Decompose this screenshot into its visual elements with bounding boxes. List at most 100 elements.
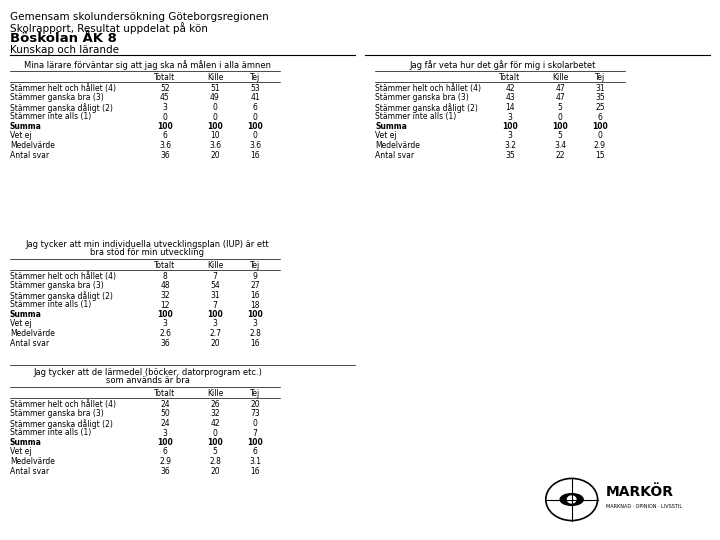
Text: 5: 5 [557, 132, 562, 140]
Text: 35: 35 [595, 93, 605, 103]
Text: 8: 8 [163, 272, 167, 281]
Text: 3: 3 [163, 320, 168, 328]
Text: 20: 20 [210, 339, 220, 348]
Text: 100: 100 [592, 122, 608, 131]
Text: 6: 6 [253, 448, 258, 456]
Text: Stämmer ganska dåligt (2): Stämmer ganska dåligt (2) [10, 419, 113, 429]
Text: Summa: Summa [375, 122, 407, 131]
Text: 0: 0 [163, 112, 168, 122]
Text: Stämmer inte alls (1): Stämmer inte alls (1) [10, 112, 91, 122]
Text: 100: 100 [552, 122, 568, 131]
Text: Stämmer helt och hållet (4): Stämmer helt och hållet (4) [10, 84, 116, 93]
Text: 20: 20 [210, 151, 220, 159]
Text: 52: 52 [160, 84, 170, 93]
Text: 100: 100 [247, 310, 263, 319]
Text: 3: 3 [508, 132, 513, 140]
Text: 2.9: 2.9 [159, 457, 171, 466]
Text: Stämmer ganska dåligt (2): Stämmer ganska dåligt (2) [375, 103, 478, 113]
Text: Medelvärde: Medelvärde [10, 329, 55, 338]
Text: 16: 16 [250, 291, 260, 300]
Text: 100: 100 [502, 122, 518, 131]
Text: Vet ej: Vet ej [10, 132, 32, 140]
Text: Antal svar: Antal svar [10, 339, 49, 348]
Text: 35: 35 [505, 151, 515, 159]
Text: Kille: Kille [552, 73, 568, 82]
Text: Kunskap och lärande: Kunskap och lärande [10, 45, 119, 55]
Text: Vet ej: Vet ej [375, 132, 397, 140]
Text: 16: 16 [250, 151, 260, 159]
Text: Totalt: Totalt [154, 389, 176, 398]
Text: Stämmer inte alls (1): Stämmer inte alls (1) [375, 112, 456, 122]
Text: 36: 36 [160, 151, 170, 159]
Text: 9: 9 [253, 272, 258, 281]
Text: 18: 18 [251, 300, 260, 309]
Text: 24: 24 [160, 400, 170, 409]
Text: Kille: Kille [207, 261, 223, 270]
Text: Stämmer ganska bra (3): Stämmer ganska bra (3) [10, 93, 104, 103]
Text: 24: 24 [160, 419, 170, 428]
Text: Mina lärare förväntar sig att jag ska nå målen i alla ämnen: Mina lärare förväntar sig att jag ska nå… [24, 60, 271, 70]
Text: Tej: Tej [250, 73, 260, 82]
Text: 31: 31 [210, 291, 220, 300]
Text: 2.9: 2.9 [594, 141, 606, 150]
Text: 0: 0 [253, 419, 258, 428]
Text: 12: 12 [161, 300, 170, 309]
Text: 0: 0 [253, 112, 258, 122]
Text: 3: 3 [212, 320, 217, 328]
Text: 15: 15 [595, 151, 605, 159]
Circle shape [567, 496, 576, 503]
Text: Stämmer ganska dåligt (2): Stämmer ganska dåligt (2) [10, 103, 113, 113]
Text: 100: 100 [157, 310, 173, 319]
Text: 100: 100 [247, 122, 263, 131]
Text: 51: 51 [210, 84, 220, 93]
Text: 43: 43 [505, 93, 515, 103]
Text: Vet ej: Vet ej [10, 320, 32, 328]
Text: Medelvärde: Medelvärde [375, 141, 420, 150]
Text: Stämmer helt och hållet (4): Stämmer helt och hållet (4) [10, 272, 116, 281]
Text: Gemensam skolundersökning Göteborgsregionen: Gemensam skolundersökning Göteborgsregio… [10, 12, 269, 22]
Text: 100: 100 [207, 438, 223, 447]
Text: 32: 32 [160, 291, 170, 300]
Text: Stämmer ganska bra (3): Stämmer ganska bra (3) [10, 281, 104, 291]
Text: 2.8: 2.8 [209, 457, 221, 466]
Text: Antal svar: Antal svar [375, 151, 414, 159]
Text: 0: 0 [557, 112, 562, 122]
Text: 3: 3 [163, 103, 168, 112]
Text: Totalt: Totalt [500, 73, 521, 82]
Text: 42: 42 [505, 84, 515, 93]
Text: 2.6: 2.6 [159, 329, 171, 338]
Text: Totalt: Totalt [154, 73, 176, 82]
Text: 41: 41 [250, 93, 260, 103]
Text: Stämmer ganska dåligt (2): Stämmer ganska dåligt (2) [10, 291, 113, 301]
Text: 7: 7 [253, 429, 258, 437]
Text: 6: 6 [253, 103, 258, 112]
Text: Summa: Summa [10, 122, 42, 131]
Text: 0: 0 [212, 103, 217, 112]
Text: 2.7: 2.7 [209, 329, 221, 338]
Text: 5: 5 [557, 103, 562, 112]
Text: 50: 50 [160, 409, 170, 418]
Text: 6: 6 [163, 132, 168, 140]
Text: 42: 42 [210, 419, 220, 428]
Text: 0: 0 [212, 429, 217, 437]
Text: Skolrapport, Resultat uppdelat på kön: Skolrapport, Resultat uppdelat på kön [10, 22, 208, 34]
Text: Totalt: Totalt [154, 261, 176, 270]
Text: Stämmer helt och hållet (4): Stämmer helt och hållet (4) [375, 84, 481, 93]
Text: 54: 54 [210, 281, 220, 291]
Text: Jag tycker att de lärmedel (böcker, datorprogram etc.): Jag tycker att de lärmedel (böcker, dato… [33, 368, 262, 377]
Text: Stämmer inte alls (1): Stämmer inte alls (1) [10, 429, 91, 437]
Text: 0: 0 [212, 112, 217, 122]
Text: 7: 7 [212, 272, 217, 281]
Text: 25: 25 [595, 103, 605, 112]
Text: 100: 100 [247, 438, 263, 447]
Text: 16: 16 [250, 467, 260, 476]
Text: 2.8: 2.8 [249, 329, 261, 338]
Text: Medelvärde: Medelvärde [10, 141, 55, 150]
Text: Medelvärde: Medelvärde [10, 457, 55, 466]
Text: 3.4: 3.4 [554, 141, 566, 150]
Text: Antal svar: Antal svar [10, 467, 49, 476]
Text: Böskolan ÅK 8: Böskolan ÅK 8 [10, 32, 117, 45]
Text: 20: 20 [250, 400, 260, 409]
Text: 100: 100 [207, 310, 223, 319]
Text: Stämmer helt och hållet (4): Stämmer helt och hållet (4) [10, 400, 116, 409]
